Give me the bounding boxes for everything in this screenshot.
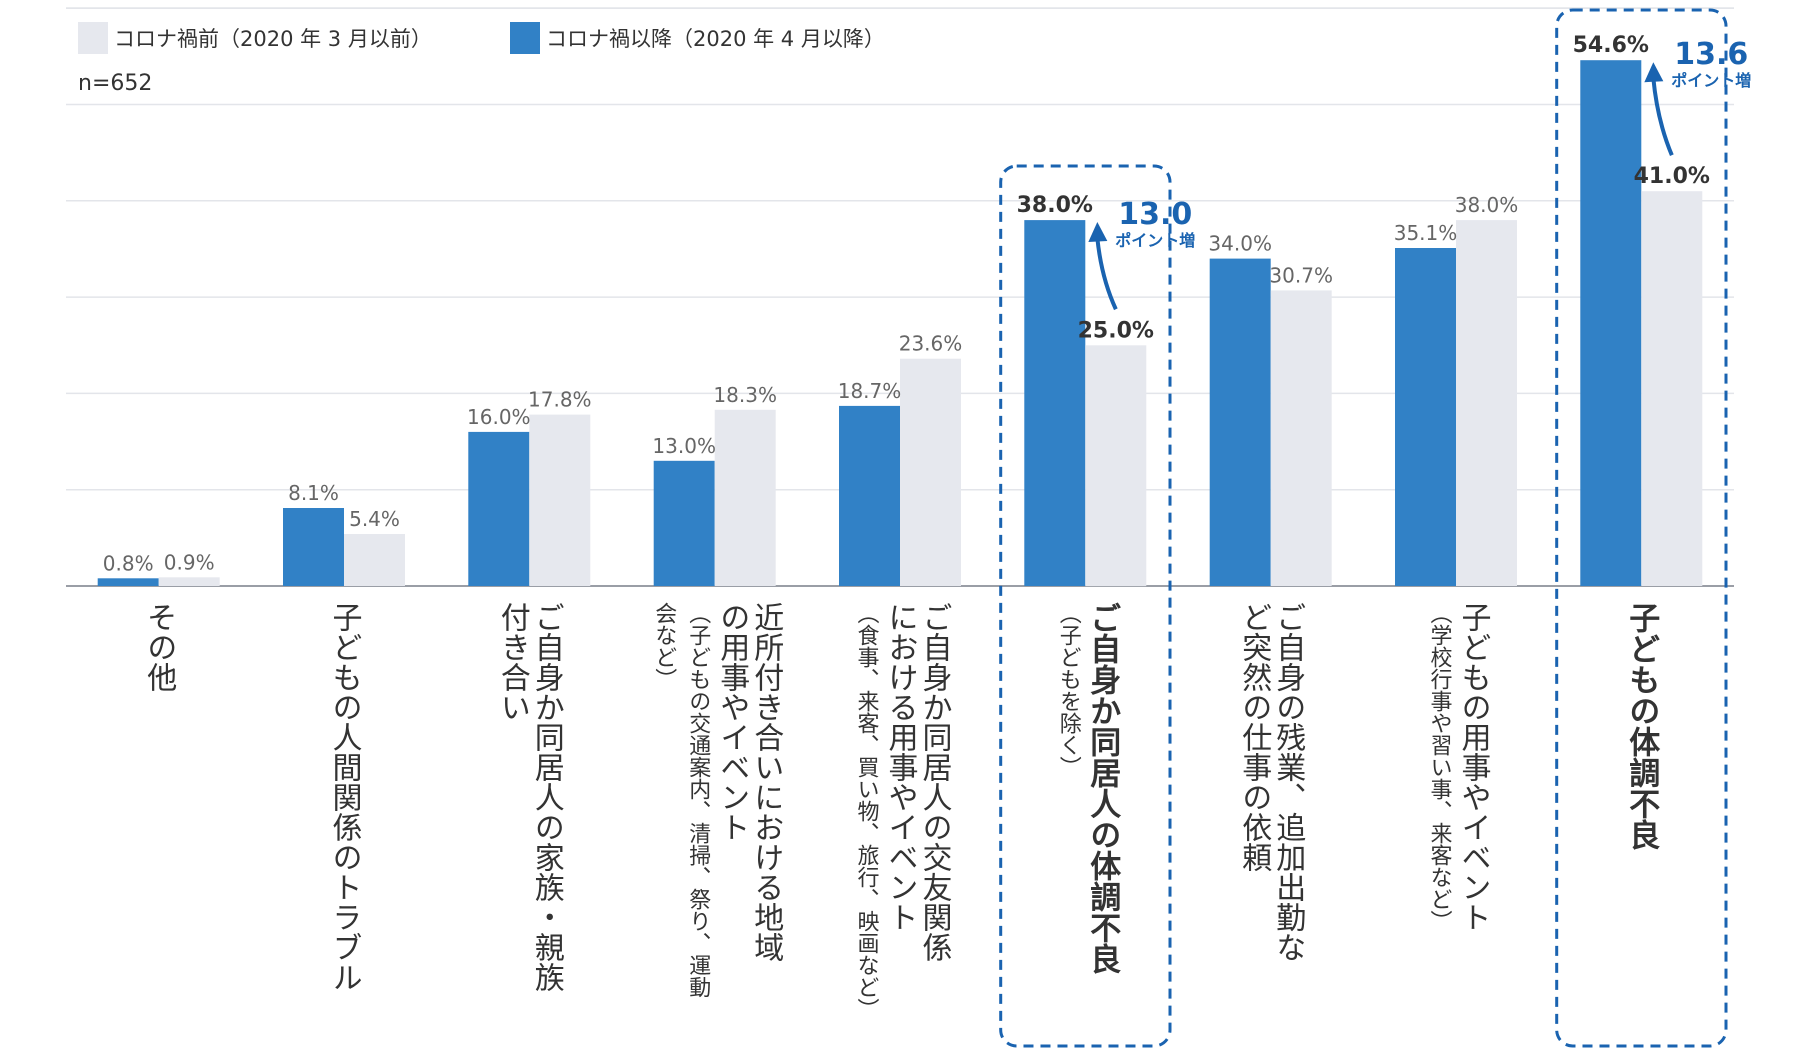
value-label-after-5: 38.0% <box>1017 193 1093 218</box>
bar-before-5 <box>1085 345 1147 587</box>
category-label-1-0: 子どもの人間関係のトラブル <box>327 602 363 992</box>
value-label-after-0: 0.8% <box>103 551 154 575</box>
legend-label-before: コロナ禍前（2020 年 3 月以前） <box>114 27 432 51</box>
bar-after-2 <box>468 431 530 586</box>
value-label-after-1: 8.1% <box>288 481 339 505</box>
bar-before-7 <box>1456 220 1517 586</box>
legend-label-after: コロナ禍以降（2020 年 4 月以降） <box>546 27 885 51</box>
increase-arrowhead-8 <box>1644 62 1664 83</box>
highlight-box-8 <box>1555 8 1728 1048</box>
increase-unit-8: ポイント増 <box>1671 71 1751 90</box>
legend-swatch-before <box>78 22 108 54</box>
bar-after-3 <box>653 460 715 586</box>
category-label-4-1: における用事やイベント <box>883 602 919 932</box>
increase-value-5: 13.0 <box>1118 197 1192 232</box>
category-label-6-1: ど突然の仕事の依頼 <box>1236 602 1272 872</box>
category-label-7-0: 子どもの用事やイベント <box>1456 602 1492 932</box>
category-label-3-3: 会など） <box>651 602 677 690</box>
bar-before-1 <box>344 534 405 586</box>
bar-after-6 <box>1209 258 1271 586</box>
value-label-after-6: 34.0% <box>1208 232 1272 256</box>
value-label-after-7: 35.1% <box>1394 221 1458 245</box>
increase-value-8: 13.6 <box>1674 37 1748 72</box>
value-label-before-1: 5.4% <box>349 507 400 531</box>
category-label-3-0: 近所付き合いにおける地域 <box>748 602 784 962</box>
category-label-8-0: 子どもの体調不良 <box>1623 602 1660 851</box>
category-label-5-0: ご自身か同居人の体調不良 <box>1084 602 1121 975</box>
category-label-0-0: その他 <box>141 602 177 692</box>
value-labels: 0.8% 0.9% 8.1% 5.4% 16.0%17.8% 13.0% 18.3% 18.7… <box>103 33 1710 575</box>
value-label-before-6: 30.7% <box>1269 263 1333 287</box>
category-label-2-0: ご自身か同居人の家族・親族 <box>529 602 565 992</box>
bar-before-2 <box>529 414 591 586</box>
increase-arrowhead-5 <box>1088 222 1108 243</box>
bar-before-3 <box>714 409 776 586</box>
bar-after-5 <box>1024 220 1086 586</box>
bar-before-8 <box>1641 191 1703 586</box>
increase-arrow-5 <box>1095 237 1118 311</box>
bar-after-7 <box>1395 248 1456 586</box>
category-label-4-0: ご自身か同居人の交友関係 <box>917 602 953 962</box>
legend-swatch-after <box>510 22 540 54</box>
bar-before-4 <box>900 358 961 586</box>
value-label-after-2: 16.0% <box>467 405 531 429</box>
value-label-before-5: 25.0% <box>1078 318 1154 343</box>
value-label-after-8: 54.6% <box>1573 33 1649 58</box>
value-label-before-3: 18.3% <box>713 383 777 407</box>
value-label-before-4: 23.6% <box>899 332 963 356</box>
bar-after-4 <box>839 405 900 586</box>
increase-arrow-8 <box>1651 78 1674 156</box>
value-label-before-8: 41.0% <box>1634 164 1710 189</box>
bar-before-0 <box>158 577 220 586</box>
category-label-6-0: ご自身の残業、追加出勤な <box>1270 602 1306 962</box>
value-label-after-4: 18.7% <box>838 379 902 403</box>
category-label-3-2: （子どもの交通案内、清掃、祭り、運動 <box>685 602 711 998</box>
bar-after-0 <box>97 578 159 586</box>
category-label-2-1: 付き合い <box>495 602 530 722</box>
highlight-box-5 <box>999 164 1172 1048</box>
category-label-4-2: （食事、来客、買い物、旅行、映画など） <box>854 602 880 1020</box>
category-label-5-1: （子どもを除く） <box>1056 602 1082 778</box>
value-label-before-7: 38.0% <box>1455 193 1519 217</box>
value-label-before-2: 17.8% <box>528 388 592 412</box>
category-label-7-1: （学校行事や習い事、来客など） <box>1427 602 1453 932</box>
sample-size-label: n=652 <box>78 71 152 96</box>
value-label-after-3: 13.0% <box>652 434 716 458</box>
category-label-3-1: の用事やイベント <box>714 602 750 842</box>
bar-after-1 <box>283 508 344 586</box>
gridlines <box>66 7 1734 587</box>
bars <box>97 60 1703 587</box>
bar-before-6 <box>1270 290 1332 586</box>
legend: コロナ禍前（2020 年 3 月以前） コロナ禍以降（2020 年 4 月以降） <box>78 22 885 54</box>
increase-unit-5: ポイント増 <box>1115 231 1195 250</box>
bar-after-8 <box>1580 60 1642 586</box>
value-label-before-0: 0.9% <box>164 550 215 574</box>
